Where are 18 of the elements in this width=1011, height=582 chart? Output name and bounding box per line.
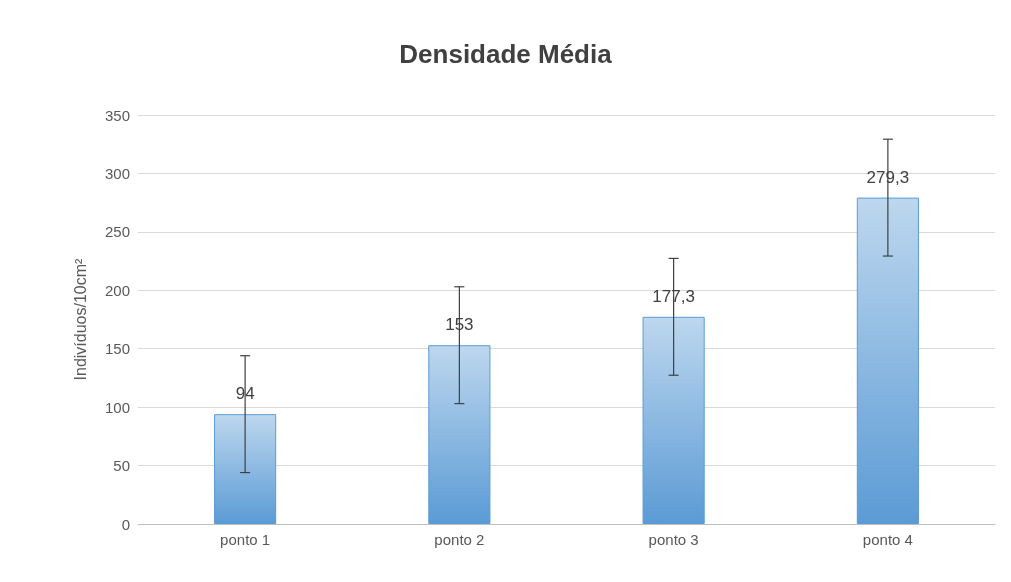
- y-tick-label: 250: [104, 223, 130, 241]
- y-tick-label: 350: [104, 106, 130, 124]
- x-tick-label: ponto 2: [434, 531, 485, 548]
- bar: [428, 345, 491, 524]
- x-tick-label: ponto 3: [648, 531, 699, 548]
- bar: [214, 414, 277, 524]
- bar: [642, 316, 705, 524]
- bar: [856, 197, 919, 524]
- y-tick-label: 100: [104, 398, 130, 416]
- chart-title: Densidade Média: [399, 39, 613, 69]
- y-tick-label: 300: [104, 164, 130, 182]
- x-tick-label: ponto 1: [220, 531, 271, 548]
- y-tick-label: 200: [104, 281, 130, 299]
- y-tick-label: 50: [113, 457, 130, 475]
- y-axis-title: Indivíduos/10cm²: [71, 257, 89, 381]
- y-tick-label: 150: [104, 340, 130, 358]
- x-tick-label: ponto 4: [862, 531, 913, 548]
- y-tick-label: 0: [121, 515, 130, 533]
